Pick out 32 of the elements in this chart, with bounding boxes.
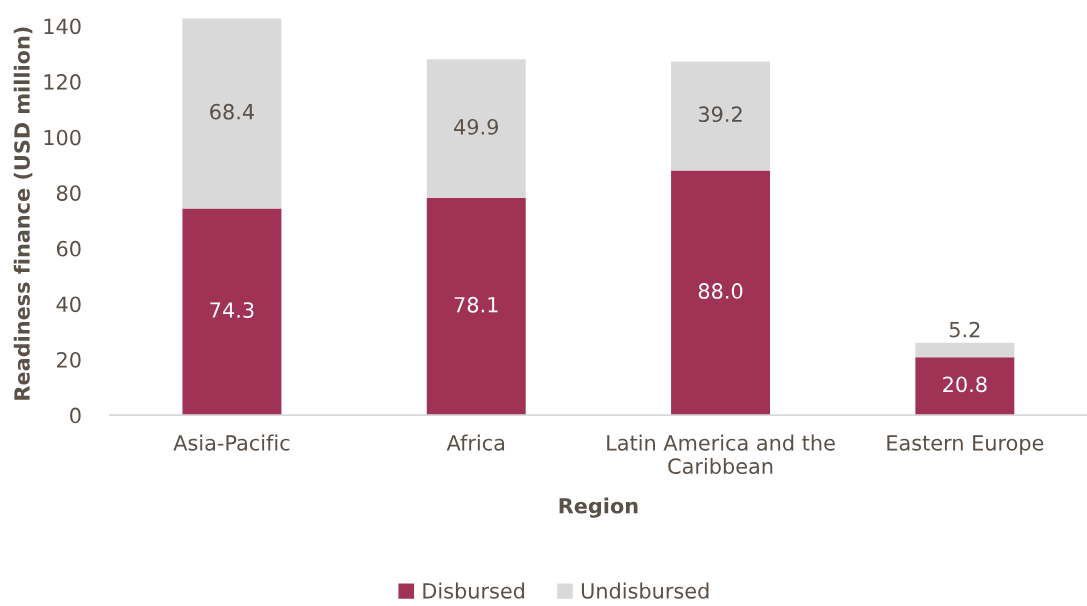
y-tick-label: 0 xyxy=(70,407,81,424)
data-label: 5.2 xyxy=(949,321,980,338)
y-tick-label: 80 xyxy=(56,185,81,201)
x-tick-label: Eastern Europe xyxy=(887,435,1044,455)
bar xyxy=(426,198,526,416)
y-tick-label: 140 xyxy=(44,18,81,35)
bar xyxy=(915,357,1015,416)
legend-label: Undisbursed xyxy=(581,582,709,599)
bar xyxy=(671,61,771,171)
x-tick-label: Latin America and the Caribbean xyxy=(607,434,835,475)
x-tick-label: Africa xyxy=(446,434,505,451)
y-tick-label: 100 xyxy=(44,129,81,146)
data-label: 78.1 xyxy=(454,296,498,313)
data-label: 39.2 xyxy=(698,106,742,123)
y-tick-label: 40 xyxy=(56,296,81,313)
data-label: 68.4 xyxy=(210,103,254,120)
bar xyxy=(671,170,771,416)
bar xyxy=(182,208,282,416)
bar xyxy=(182,18,282,209)
data-label: 88.0 xyxy=(698,283,743,299)
y-axis-title: Readiness finance (USD million) xyxy=(13,27,33,400)
y-tick-label: 20 xyxy=(57,351,81,368)
data-label: 74.3 xyxy=(210,302,254,318)
bar xyxy=(915,342,1015,358)
bar xyxy=(426,59,526,199)
x-tick-label: Asia-Pacific xyxy=(173,434,290,451)
x-axis-title: Region xyxy=(559,497,638,518)
data-label: 49.9 xyxy=(454,119,498,135)
y-tick-label: 120 xyxy=(44,74,81,90)
y-tick-label: 60 xyxy=(56,240,81,257)
legend-label: Disbursed xyxy=(423,582,525,599)
data-label: 20.8 xyxy=(943,376,987,393)
